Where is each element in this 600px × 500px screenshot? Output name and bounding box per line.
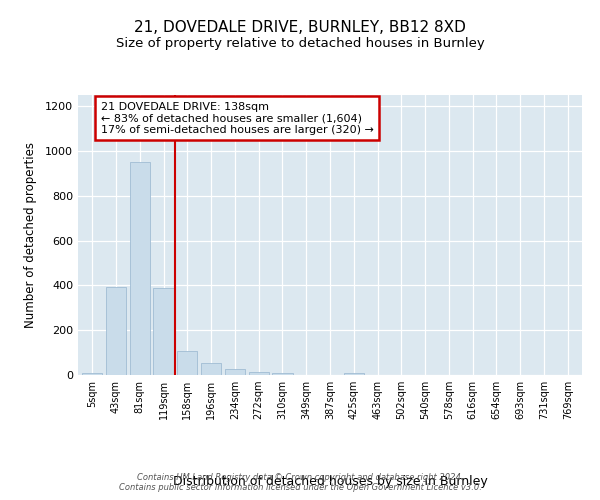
Y-axis label: Number of detached properties: Number of detached properties [23, 142, 37, 328]
Bar [154, 288, 173, 375]
Bar [272, 373, 293, 375]
Bar [106, 286, 126, 375]
Bar [82, 373, 103, 375]
Text: Contains HM Land Registry data © Crown copyright and database right 2024.
Contai: Contains HM Land Registry data © Crown c… [119, 473, 481, 492]
Text: Size of property relative to detached houses in Burnley: Size of property relative to detached ho… [116, 38, 484, 51]
Text: 21, DOVEDALE DRIVE, BURNLEY, BB12 8XD: 21, DOVEDALE DRIVE, BURNLEY, BB12 8XD [134, 20, 466, 35]
Bar [130, 162, 150, 375]
Bar [225, 370, 245, 375]
Bar [248, 372, 269, 375]
Bar [344, 373, 364, 375]
X-axis label: Distribution of detached houses by size in Burnley: Distribution of detached houses by size … [173, 475, 487, 488]
Text: 21 DOVEDALE DRIVE: 138sqm
← 83% of detached houses are smaller (1,604)
17% of se: 21 DOVEDALE DRIVE: 138sqm ← 83% of detac… [101, 102, 373, 135]
Bar [201, 362, 221, 375]
Bar [177, 352, 197, 375]
